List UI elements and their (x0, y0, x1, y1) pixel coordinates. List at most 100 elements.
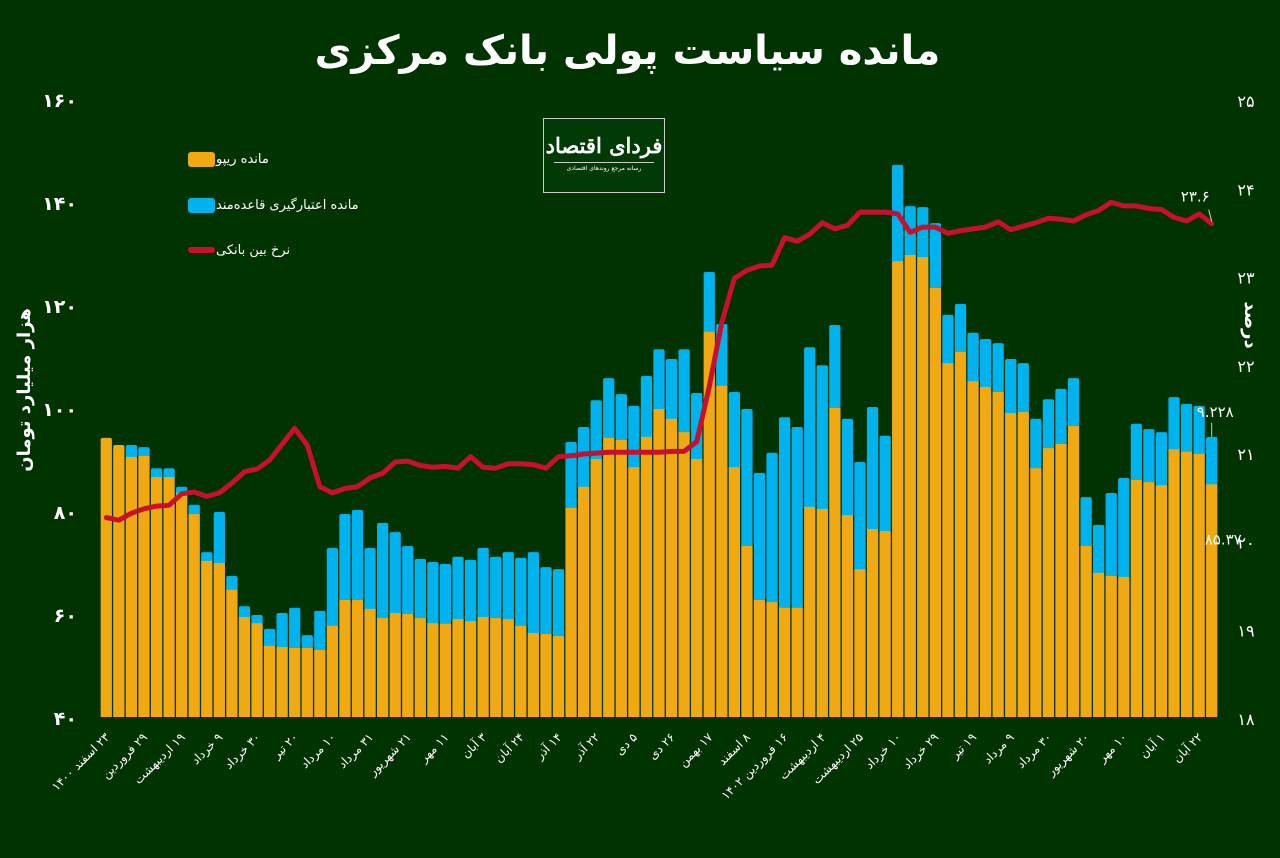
bar-standing-facility (439, 564, 452, 626)
bar-repo (238, 617, 251, 718)
bar-standing-facility (351, 509, 364, 603)
bar-repo (552, 636, 565, 718)
bar-repo (289, 647, 301, 718)
logo-brand: فردای اقتصاد (545, 133, 663, 158)
bar-repo (804, 506, 816, 718)
chart-title: مانده سیاست پولی بانک مرکزی (314, 28, 941, 74)
bar-repo (954, 351, 967, 718)
legend-swatch-repo (188, 151, 215, 167)
bar-standing-facility (276, 612, 288, 649)
bar-standing-facility (791, 427, 803, 610)
x-tick-label: ۱۶ فروردین ۱۴۰۲ (719, 730, 792, 803)
bar-standing-facility (515, 557, 527, 628)
bar-standing-facility (527, 552, 540, 636)
bar-standing-facility (477, 548, 489, 620)
bar-repo (351, 600, 364, 718)
bar-repo (364, 608, 376, 718)
y-tick-left: ۱۶۰ (42, 90, 77, 112)
bar-repo (138, 455, 150, 718)
x-tick-label: ۲۲ آبان (1169, 730, 1205, 766)
bar-standing-facility (615, 394, 627, 442)
bar-standing-facility (628, 405, 640, 470)
bar-repo (577, 486, 590, 718)
x-tick-label: ۱۹ تیر (947, 730, 980, 763)
annotation-last-rate: ۲۳.۶ (1181, 188, 1210, 206)
bar-repo (942, 363, 954, 718)
x-tick-label: ۲۹ خرداد (900, 730, 942, 772)
bar-repo (766, 602, 778, 718)
bar-repo (1067, 425, 1080, 718)
bar-repo (1168, 449, 1180, 718)
annotation-leader-rate (1208, 209, 1213, 222)
bar-standing-facility (967, 332, 979, 384)
bar-repo (540, 634, 552, 718)
bar-standing-facility (1093, 524, 1105, 575)
bar-standing-facility (1055, 388, 1067, 447)
legend-swatch-interbank-rate (188, 247, 215, 253)
bar-standing-facility (829, 325, 841, 410)
bar-standing-facility (590, 400, 602, 461)
logo-tagline: رسانه مرجع روندهای اقتصادی (554, 162, 654, 172)
bar-standing-facility (540, 567, 552, 637)
y-axis-title-left: هزار میلیارد تومان (14, 308, 35, 472)
bar-repo (176, 492, 188, 718)
legend-swatch-standing-facility (188, 197, 215, 213)
bar-standing-facility (339, 514, 351, 603)
bar-standing-facility (804, 347, 816, 509)
x-tick-label: ۲۰ تیر (269, 730, 302, 763)
bar-standing-facility (640, 376, 653, 439)
bar-repo (477, 617, 489, 718)
y-axis-title-right: درصد (1240, 301, 1261, 348)
bar-standing-facility (653, 349, 665, 411)
bar-repo (653, 409, 665, 718)
bar-repo (741, 545, 753, 718)
x-tick-label: ۵ دی (612, 730, 640, 758)
bar-repo (502, 619, 514, 718)
bar-standing-facility (728, 392, 741, 470)
bar-repo (326, 625, 339, 718)
bar-repo (917, 257, 929, 718)
bar-standing-facility (992, 343, 1004, 395)
x-tick-label: ۱۰ مرداد (298, 730, 340, 772)
bar-standing-facility (1105, 492, 1117, 578)
y-tick-right: ۲۳ (1237, 269, 1255, 288)
bar-standing-facility (766, 452, 778, 605)
bar-standing-facility (263, 628, 276, 648)
bar-standing-facility (389, 532, 401, 615)
bar-repo (665, 418, 678, 718)
legend-item-standing-facility: مانده اعتبارگیری قاعده‌مند (188, 195, 359, 215)
bar-repo (201, 560, 213, 718)
y-tick-left: ۶۰ (54, 605, 77, 627)
bar-standing-facility (1193, 405, 1205, 456)
x-tick-label: ۲۴ آبان (491, 730, 527, 766)
x-tick-label: ۳ آبان (458, 729, 490, 761)
bar-standing-facility (301, 635, 313, 650)
bar-standing-facility (942, 314, 954, 366)
bar-standing-facility (1118, 478, 1130, 579)
bar-standing-facility (1030, 418, 1042, 471)
bar-repo (1093, 572, 1105, 718)
bar-repo (603, 437, 615, 718)
x-tick-label: ۱ آبان (1136, 730, 1167, 761)
x-tick-label: ۱۰ مهر (1094, 730, 1130, 766)
bar-standing-facility (665, 359, 678, 421)
bar-repo (1030, 468, 1042, 718)
bar-repo (829, 407, 841, 718)
bar-standing-facility (565, 441, 577, 510)
bar-repo (728, 467, 741, 718)
bar-standing-facility (125, 445, 138, 459)
bar-repo (125, 456, 138, 718)
bar-repo (515, 625, 527, 718)
bar-standing-facility (1005, 359, 1017, 416)
x-tick-label: ۲۲ آذر (569, 730, 603, 764)
bar-standing-facility (1067, 378, 1080, 428)
bar-repo (1055, 444, 1067, 718)
bar-standing-facility (414, 558, 426, 621)
bar-standing-facility (150, 468, 163, 479)
bar-repo (791, 607, 803, 718)
bar-standing-facility (377, 522, 389, 621)
bar-standing-facility (188, 504, 200, 517)
bar-standing-facility (364, 548, 376, 611)
bar-repo (590, 458, 602, 718)
x-tick-label: ۱۰ خرداد (862, 730, 904, 772)
